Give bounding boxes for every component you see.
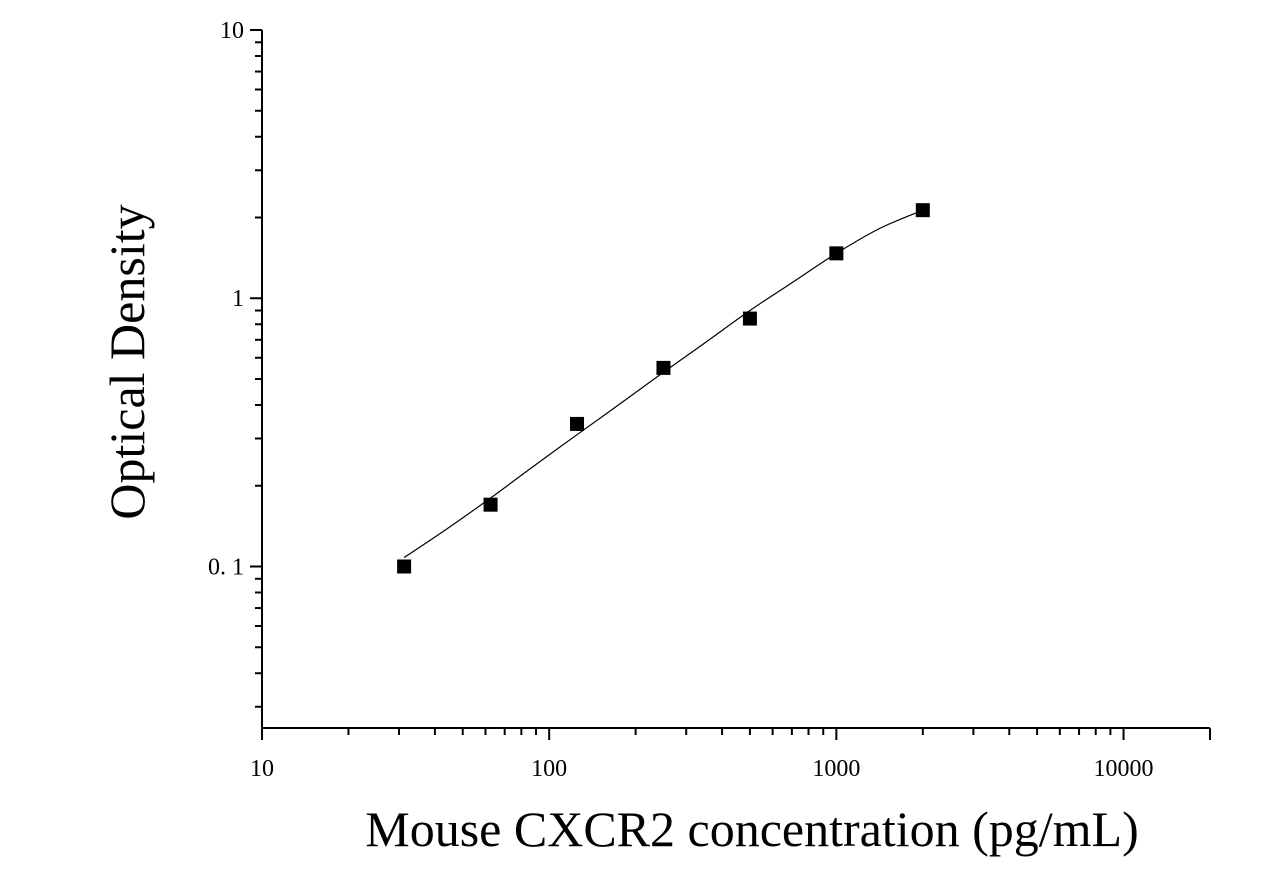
data-points	[397, 203, 930, 574]
y-tick-label: 10	[220, 18, 244, 44]
x-tick-label: 10000	[1094, 756, 1154, 782]
data-point	[397, 559, 412, 574]
y-tick-label: 0. 1	[208, 554, 244, 580]
y-tick-label: 1	[232, 286, 244, 312]
axes	[261, 30, 1210, 729]
data-point	[483, 497, 498, 512]
x-tick-label: 1000	[812, 756, 860, 782]
fit-curve-group	[403, 209, 924, 559]
x-tick-label: 100	[531, 756, 567, 782]
data-point	[742, 311, 757, 326]
x-tick-label: 10	[250, 756, 274, 782]
ticks: 10 100 1000 10000 0. 1 1 10	[208, 18, 1211, 782]
data-point	[915, 203, 930, 218]
data-point	[829, 246, 844, 261]
data-point	[656, 360, 671, 375]
x-axis-title: Mouse CXCR2 concentration (pg/mL)	[365, 801, 1139, 857]
y-axis-title: Optical Density	[99, 204, 155, 519]
fit-curve	[403, 209, 924, 559]
data-point	[570, 416, 585, 431]
